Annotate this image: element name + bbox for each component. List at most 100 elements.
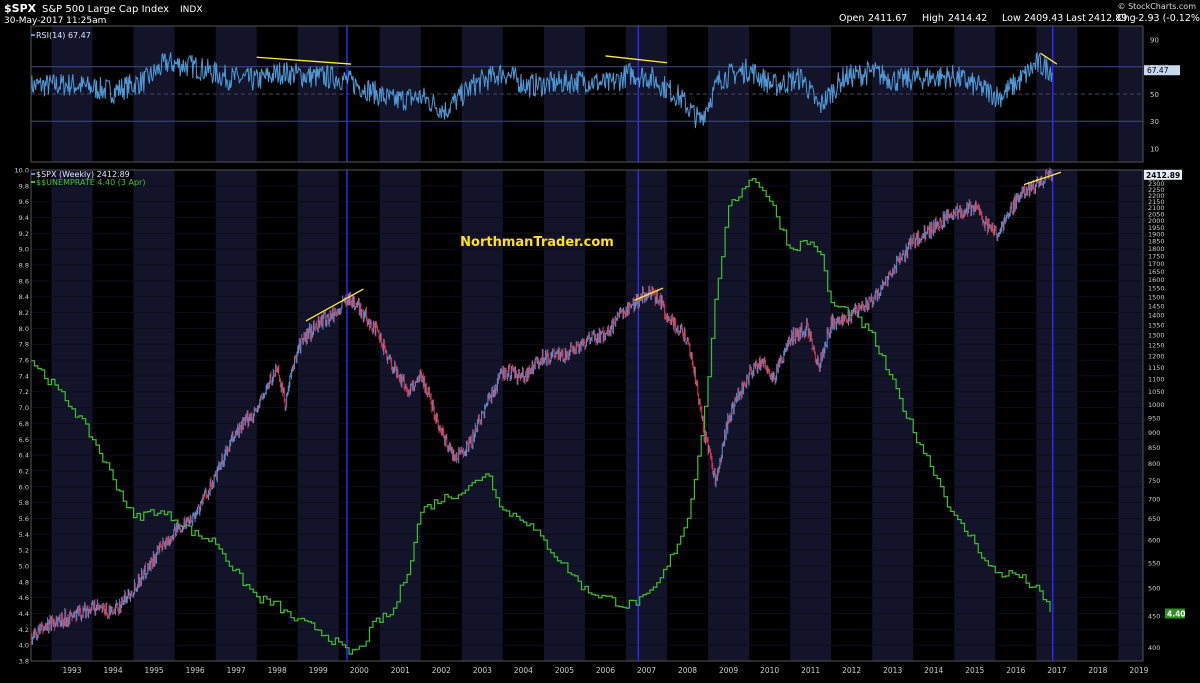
x-tick: 2004 bbox=[514, 666, 533, 675]
right-y-tick: 1900 bbox=[1148, 231, 1165, 239]
right-y-tick: 2100 bbox=[1148, 204, 1165, 212]
rsi-trendline bbox=[1040, 52, 1058, 65]
spx-legend: $SPX (Weekly) 2412.89 bbox=[36, 170, 130, 179]
quote-low-label: Low bbox=[1002, 13, 1021, 24]
unemp-legend: $$UNEMPRATE 4.40 (3 Apr) bbox=[36, 178, 145, 187]
marker-lines bbox=[346, 26, 1054, 661]
price-year-band bbox=[1118, 170, 1143, 661]
quote-open: 2411.67 bbox=[868, 13, 907, 24]
price-year-band bbox=[954, 170, 996, 661]
left-y-tick: 7.8 bbox=[19, 341, 29, 349]
left-y-tick: 4.6 bbox=[19, 594, 29, 602]
right-y-tick: 1400 bbox=[1148, 312, 1165, 320]
x-tick: 1995 bbox=[145, 666, 164, 675]
right-y-tick: 850 bbox=[1148, 444, 1160, 452]
left-y-tick: 5.8 bbox=[19, 499, 29, 507]
header-exchange: INDX bbox=[180, 5, 202, 15]
left-y-tick: 5.6 bbox=[19, 515, 29, 523]
rsi-legend: RSI(14) 67.47 bbox=[36, 31, 91, 40]
left-y-tick: 8.8 bbox=[19, 262, 29, 270]
x-tick: 2001 bbox=[391, 666, 410, 675]
left-y-tick: 5.0 bbox=[19, 562, 29, 570]
left-y-tick: 6.4 bbox=[19, 452, 29, 460]
x-tick: 2011 bbox=[801, 666, 820, 675]
axes: 907050301010.09.89.69.49.29.08.88.68.48.… bbox=[15, 25, 1186, 675]
left-y-tick: 6.2 bbox=[19, 467, 29, 475]
right-y-tick: 1850 bbox=[1148, 238, 1165, 246]
spx-last-tag bbox=[1144, 169, 1182, 180]
rsi-last-value: 67.47 bbox=[1147, 66, 1169, 75]
rsi-last-tag bbox=[1144, 65, 1180, 76]
x-tick: 2012 bbox=[842, 666, 861, 675]
unemployment-line bbox=[31, 178, 1051, 655]
left-y-tick: 6.8 bbox=[19, 420, 29, 428]
right-y-tick: 650 bbox=[1148, 515, 1160, 523]
left-y-tick: 4.2 bbox=[19, 626, 29, 634]
price-trendline bbox=[1023, 171, 1062, 186]
right-y-tick: 900 bbox=[1148, 429, 1160, 437]
unemp-last-tag bbox=[1165, 608, 1185, 619]
brand-label: © StockCharts.com bbox=[1118, 2, 1197, 11]
left-y-tick: 6.0 bbox=[19, 483, 29, 491]
watermark: NorthmanTrader.com bbox=[460, 235, 614, 250]
right-y-tick: 2200 bbox=[1148, 192, 1165, 200]
rsi-year-band bbox=[51, 26, 93, 162]
price-year-band bbox=[625, 170, 668, 661]
x-tick: 2002 bbox=[432, 666, 451, 675]
left-y-tick: 4.8 bbox=[19, 578, 29, 586]
right-y-tick: 1500 bbox=[1148, 293, 1165, 301]
left-y-tick: 6.6 bbox=[19, 436, 29, 444]
right-y-tick: 950 bbox=[1148, 414, 1160, 422]
spx-series bbox=[30, 167, 1053, 645]
price-year-band bbox=[51, 170, 93, 661]
quote-open-label: Open bbox=[839, 13, 864, 24]
price-panel-frame bbox=[30, 169, 1144, 662]
spx-last-value: 2412.89 bbox=[1146, 171, 1180, 180]
right-y-tick: 1950 bbox=[1148, 224, 1165, 232]
left-y-tick: 9.0 bbox=[19, 246, 29, 254]
right-y-tick: 600 bbox=[1148, 536, 1160, 544]
left-y-tick: 7.4 bbox=[19, 372, 29, 380]
left-y-tick: 8.4 bbox=[19, 293, 29, 301]
right-y-tick: 1750 bbox=[1148, 252, 1165, 260]
rsi-y-tick: 10 bbox=[1150, 145, 1159, 153]
x-tick: 2006 bbox=[596, 666, 615, 675]
right-y-tick: 1800 bbox=[1148, 245, 1165, 253]
x-tick: 2007 bbox=[637, 666, 656, 675]
x-tick: 1996 bbox=[186, 666, 205, 675]
right-y-tick: 450 bbox=[1148, 613, 1160, 621]
price-grid bbox=[31, 169, 1143, 662]
quote-last: 2412.89 bbox=[1088, 13, 1127, 24]
right-y-tick: 550 bbox=[1148, 559, 1160, 567]
quote-last-label: Last bbox=[1066, 13, 1086, 24]
x-tick: 1998 bbox=[268, 666, 287, 675]
right-y-tick: 1000 bbox=[1148, 401, 1165, 409]
price-year-band bbox=[872, 170, 914, 661]
left-y-tick: 4.4 bbox=[19, 610, 29, 618]
right-y-tick: 1100 bbox=[1148, 376, 1165, 384]
left-y-tick: 9.4 bbox=[19, 214, 29, 222]
left-y-tick: 8.6 bbox=[19, 277, 29, 285]
header-name: S&P 500 Large Cap Index bbox=[42, 4, 169, 15]
left-y-tick: 9.6 bbox=[19, 198, 29, 206]
unemployment-series bbox=[31, 178, 1051, 655]
rsi-year-band bbox=[708, 26, 750, 162]
left-y-tick: 8.0 bbox=[19, 325, 29, 333]
x-tick: 2010 bbox=[760, 666, 779, 675]
right-y-tick: 2150 bbox=[1148, 198, 1165, 206]
rsi-trendline bbox=[256, 56, 352, 65]
price-year-band bbox=[379, 170, 421, 661]
x-tick: 2019 bbox=[1129, 666, 1148, 675]
x-tick: 1993 bbox=[62, 666, 81, 675]
rsi-y-tick: 90 bbox=[1150, 37, 1159, 45]
right-y-tick: 800 bbox=[1148, 460, 1160, 468]
price-year-band bbox=[790, 170, 832, 661]
x-tick: 2016 bbox=[1006, 666, 1025, 675]
x-tick: 2014 bbox=[924, 666, 943, 675]
left-y-tick: 9.8 bbox=[19, 182, 29, 190]
right-y-tick: 1650 bbox=[1148, 268, 1165, 276]
x-tick: 2017 bbox=[1047, 666, 1066, 675]
left-y-tick: 7.0 bbox=[19, 404, 29, 412]
